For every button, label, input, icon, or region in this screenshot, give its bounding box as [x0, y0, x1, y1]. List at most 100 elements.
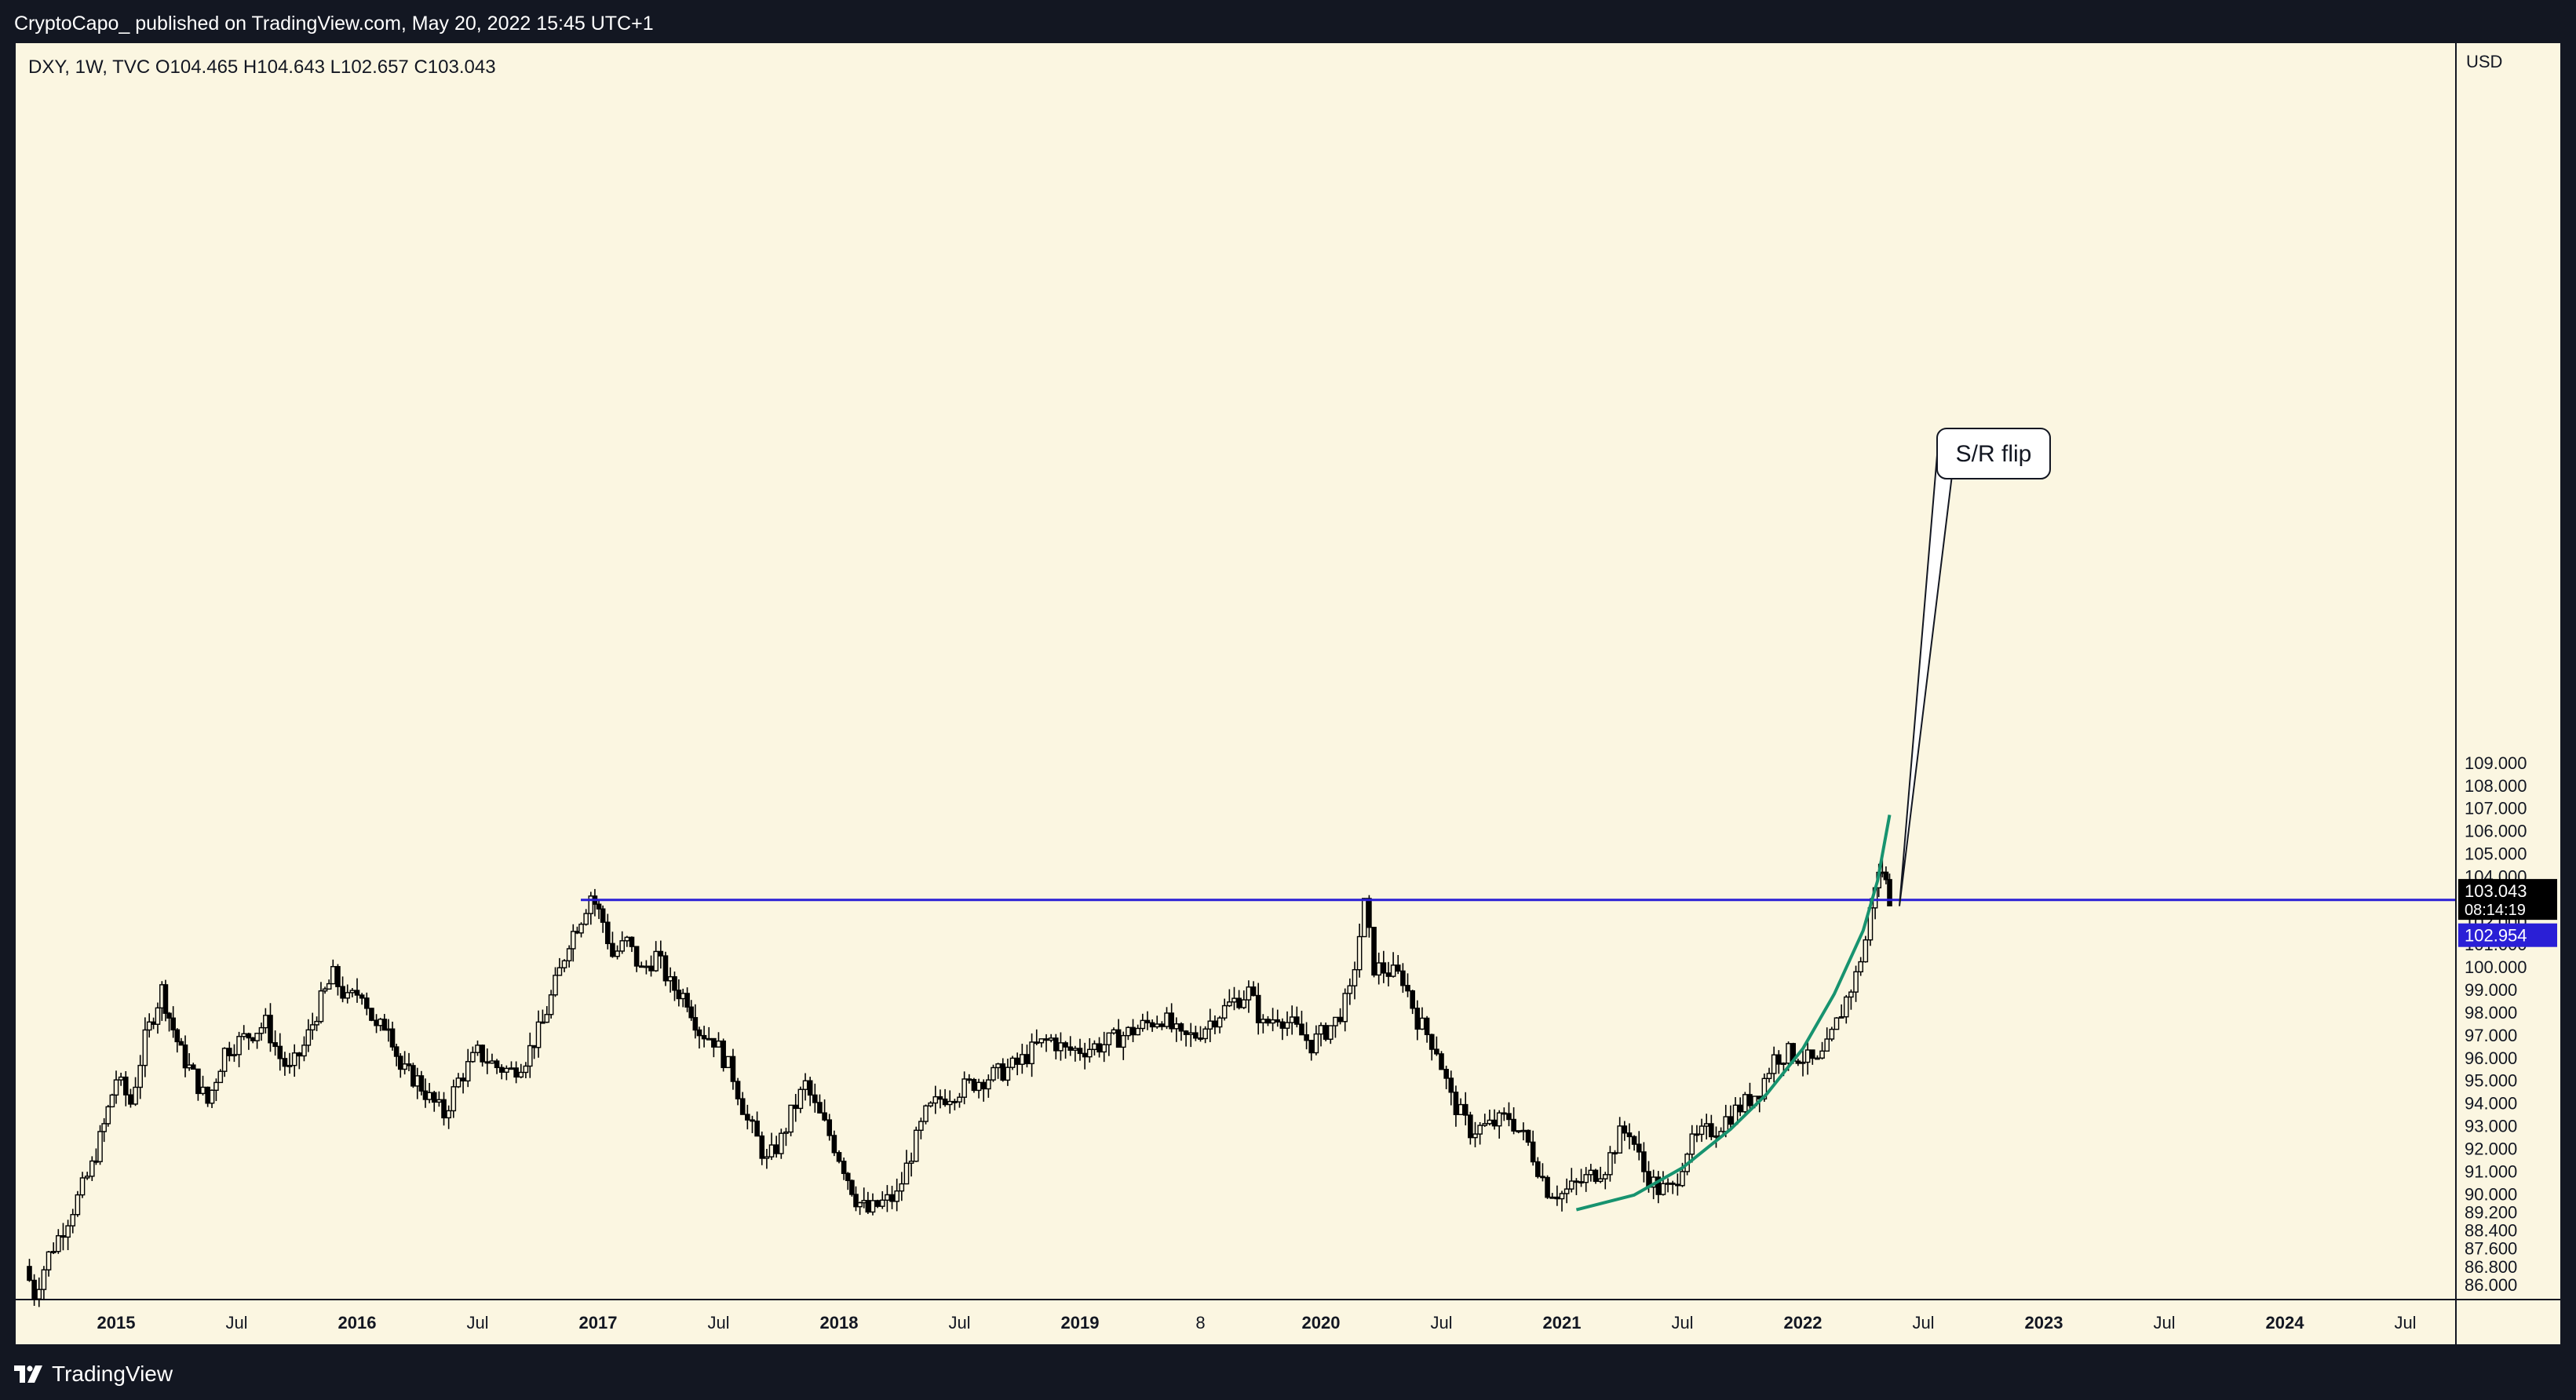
candle[interactable]: [629, 936, 635, 947]
candle[interactable]: [205, 1086, 210, 1104]
candle[interactable]: [894, 1190, 899, 1202]
candle[interactable]: [1534, 1161, 1541, 1177]
candle[interactable]: [633, 946, 640, 967]
candle[interactable]: [1198, 1037, 1203, 1040]
candle[interactable]: [272, 1042, 278, 1048]
candle[interactable]: [1265, 1019, 1271, 1024]
candle[interactable]: [246, 1033, 252, 1039]
candle[interactable]: [109, 1094, 115, 1108]
candle[interactable]: [648, 965, 654, 972]
candle[interactable]: [451, 1086, 457, 1112]
candle[interactable]: [151, 1021, 156, 1025]
candle[interactable]: [1217, 1017, 1223, 1028]
candle[interactable]: [50, 1251, 57, 1253]
candle[interactable]: [509, 1067, 514, 1070]
candle[interactable]: [1617, 1125, 1622, 1154]
candle[interactable]: [402, 1063, 407, 1070]
candle[interactable]: [46, 1251, 52, 1271]
candle[interactable]: [853, 1194, 859, 1208]
candle[interactable]: [60, 1234, 66, 1238]
candle[interactable]: [865, 1200, 871, 1213]
candle[interactable]: [513, 1067, 519, 1078]
candle[interactable]: [1120, 1034, 1126, 1048]
candle[interactable]: [619, 940, 625, 952]
candle[interactable]: [1092, 1043, 1097, 1050]
candle[interactable]: [182, 1045, 188, 1069]
candle[interactable]: [735, 1081, 741, 1099]
candle[interactable]: [822, 1112, 827, 1121]
candle[interactable]: [1135, 1027, 1140, 1036]
candle[interactable]: [101, 1123, 107, 1132]
candle[interactable]: [1675, 1183, 1680, 1187]
candle[interactable]: [1347, 985, 1353, 994]
candle[interactable]: [1144, 1019, 1151, 1023]
candle[interactable]: [610, 942, 615, 957]
candle[interactable]: [570, 931, 576, 950]
candle[interactable]: [232, 1054, 237, 1057]
candle[interactable]: [658, 950, 664, 957]
candle[interactable]: [971, 1078, 977, 1092]
candle[interactable]: [162, 984, 169, 1014]
candle[interactable]: [133, 1086, 138, 1105]
candle[interactable]: [624, 936, 630, 942]
candle[interactable]: [1568, 1180, 1574, 1190]
candle[interactable]: [1554, 1196, 1560, 1200]
candle[interactable]: [1468, 1114, 1473, 1139]
candle[interactable]: [410, 1065, 416, 1087]
candle[interactable]: [1516, 1130, 1522, 1133]
candle[interactable]: [1887, 879, 1892, 906]
candle[interactable]: [1680, 1171, 1685, 1187]
candle[interactable]: [1005, 1066, 1011, 1081]
candle[interactable]: [1140, 1019, 1146, 1030]
candle[interactable]: [268, 1015, 273, 1044]
candle[interactable]: [314, 1020, 319, 1026]
candle[interactable]: [446, 1110, 451, 1119]
candle[interactable]: [802, 1080, 808, 1090]
candle[interactable]: [1101, 1044, 1107, 1053]
candle[interactable]: [1284, 1022, 1290, 1029]
candle[interactable]: [1337, 1016, 1343, 1023]
candle[interactable]: [556, 967, 563, 976]
candle[interactable]: [1434, 1048, 1439, 1055]
candle[interactable]: [426, 1092, 432, 1100]
candle[interactable]: [1525, 1129, 1531, 1143]
candle[interactable]: [1786, 1043, 1791, 1064]
candle[interactable]: [812, 1094, 818, 1103]
candle[interactable]: [750, 1119, 755, 1122]
candle[interactable]: [475, 1045, 480, 1053]
candle[interactable]: [1428, 1034, 1435, 1050]
candle[interactable]: [241, 1033, 247, 1037]
candle[interactable]: [1472, 1133, 1478, 1139]
candle[interactable]: [389, 1028, 396, 1048]
candle[interactable]: [604, 921, 611, 945]
candle[interactable]: [1246, 986, 1252, 1001]
candle[interactable]: [381, 1019, 388, 1031]
candle[interactable]: [494, 1060, 500, 1069]
candle[interactable]: [1212, 1020, 1218, 1028]
candle[interactable]: [166, 1012, 172, 1019]
candle[interactable]: [1414, 1008, 1421, 1030]
candle[interactable]: [56, 1234, 61, 1252]
candle[interactable]: [258, 1026, 265, 1034]
candle[interactable]: [1250, 986, 1257, 997]
candle[interactable]: [764, 1156, 770, 1159]
candle[interactable]: [540, 1021, 545, 1024]
candle[interactable]: [1815, 1057, 1820, 1060]
candle[interactable]: [826, 1119, 833, 1136]
candle[interactable]: [672, 975, 677, 991]
candle[interactable]: [1809, 1049, 1815, 1059]
candle[interactable]: [170, 1017, 176, 1031]
candle[interactable]: [1293, 1016, 1300, 1025]
candle[interactable]: [1106, 1032, 1112, 1045]
candle[interactable]: [1126, 1026, 1131, 1037]
candle[interactable]: [200, 1086, 206, 1095]
candle[interactable]: [1385, 972, 1392, 977]
candle[interactable]: [335, 966, 341, 987]
candle[interactable]: [783, 1131, 789, 1134]
candle[interactable]: [1496, 1112, 1502, 1127]
tradingview-logo[interactable]: TradingView: [14, 1362, 173, 1387]
candle[interactable]: [1771, 1054, 1777, 1074]
candle[interactable]: [1096, 1043, 1102, 1053]
candle[interactable]: [397, 1055, 403, 1070]
candle[interactable]: [1703, 1123, 1709, 1127]
